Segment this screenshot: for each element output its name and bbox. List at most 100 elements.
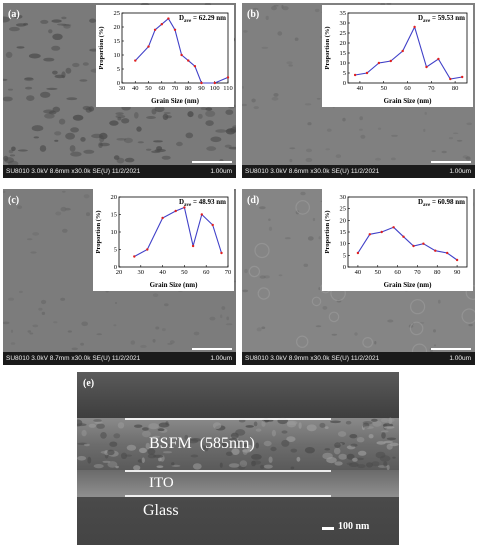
x-tick-label: 60 [404,85,411,92]
data-point [377,61,381,65]
layer-label-glass: Glass [143,502,179,519]
y-tick-label: 30 [340,20,347,27]
data-point [173,28,177,31]
data-point [461,75,464,79]
data-point [380,230,383,234]
y-tick-label: 10 [114,52,121,59]
data-point [413,25,416,29]
scale-bar [431,161,471,163]
y-axis-label: Proportion (%) [95,210,102,253]
x-tick-label: 40 [355,269,362,276]
x-axis-label: Grain Size (nm) [150,281,198,289]
y-tick-label: 25 [114,10,121,17]
y-tick-label: 15 [340,229,347,236]
data-point [434,249,437,252]
x-tick-label: 100 [210,85,220,92]
data-point [174,209,177,213]
data-point [220,251,223,255]
y-tick-label: 0 [117,80,120,87]
x-tick-label: 70 [428,85,435,92]
x-tick-label: 60 [159,85,166,92]
x-tick-label: 40 [357,85,364,92]
panel-label: (e) [83,378,95,389]
data-point [193,65,197,68]
y-tick-label: 5 [117,66,120,73]
chart-inset-c: 20 30 40 50 60 70 0 5 10 15 20 Grain Size (nm) Propo… [93,189,234,291]
dave-annotation: Dave = 62.29 nm [179,14,226,24]
sem-footer: SU8010 3.0kV 8.6mm x30.0k SE(U) 11/2/202… [242,161,475,178]
panel-label: (c) [8,195,20,206]
data-point [226,76,230,79]
x-axis-label: Grain Size (nm) [384,97,432,105]
data-point [365,71,369,75]
sem-panel-c: (c) 20 30 40 50 60 70 0 5 10 15 20 Grain Size (nm) P… [3,189,236,365]
x-tick-label: 90 [198,85,205,92]
chart-inset-a: 30 40 50 60 70 80 90 100 110 0 5 10 15 20 25 Grain Size… [96,5,234,107]
data-point [153,28,157,31]
scalebar-label: 100 nm [338,521,370,532]
y-tick-label: 15 [111,212,118,219]
y-tick-label: 20 [111,194,118,201]
y-tick-label: 20 [114,24,121,31]
y-axis-label: Proportion (%) [324,26,331,69]
x-tick-label: 80 [434,269,441,276]
y-tick-label: 15 [340,50,347,57]
chart-b: 40 50 60 70 80 0 5 10 15 20 25 30 35 Grain Size (nm) P… [324,10,468,105]
data-point [392,226,395,229]
chart-a: 30 40 50 60 70 80 90 100 110 0 5 10 15 20 25 Grain Size… [98,10,233,105]
scale-text: 1.00um [431,348,471,365]
data-point [167,17,170,20]
y-tick-label: 10 [111,229,118,236]
data-point [368,233,371,236]
footer-info: SU8010 3.0kV 8.7mm x30.0k SE(U) 11/2/202… [6,355,141,362]
y-tick-label: 20 [340,40,347,47]
x-tick-label: 30 [138,269,145,276]
y-tick-label: 5 [114,247,117,254]
layer-label-ito: ITO [149,475,174,491]
y-tick-label: 30 [340,194,347,201]
footer-info: SU8010 3.0kV 8.6mm x30.0k SE(U) 11/2/202… [6,168,141,175]
sem-footer: SU8010 3.0kV 8.7mm x30.0k SE(U) 11/2/202… [3,348,236,365]
x-tick-label: 60 [394,269,401,276]
data-point [455,258,459,262]
y-axis-label: Proportion (%) [98,26,105,69]
y-tick-label: 20 [340,217,347,224]
x-tick-label: 110 [223,85,233,92]
y-tick-label: 10 [340,241,347,248]
series-line [355,25,463,80]
data-point [353,73,357,77]
chart-c: 20 30 40 50 60 70 0 5 10 15 20 Grain Size (nm) Propo… [95,194,232,289]
sem-footer: SU8010 3.0kV 8.6mm x30.0k SE(U) 11/2/202… [3,161,236,178]
x-tick-label: 50 [181,269,188,276]
data-point [425,65,428,69]
plot-frame [347,196,468,268]
x-axis-label: Grain Size (nm) [384,281,432,289]
data-point [402,235,405,238]
data-point [213,81,216,85]
scale-text: 1.00um [431,161,471,178]
sem-footer: SU8010 3.0kV 8.9mm x30.0k SE(U) 11/2/202… [242,348,475,365]
x-tick-label: 50 [380,85,387,92]
x-tick-label: 80 [185,85,192,92]
x-tick-label: 60 [203,269,210,276]
x-tick-label: 20 [116,269,123,276]
panel-label: (b) [247,9,260,20]
x-tick-label: 70 [172,85,179,92]
x-axis-label: Grain Size (nm) [151,97,199,105]
cross-section-panel: (e) BSFM (585nm) ITO Glass 100 nm [77,372,399,545]
chart-inset-b: 40 50 60 70 80 0 5 10 15 20 25 30 35 Grain Size (nm) P… [322,5,473,107]
y-axis-label: Proportion (%) [324,210,331,253]
x-tick-label: 50 [375,269,382,276]
cross-section-image [77,372,399,545]
dave-annotation: Dave = 48.93 nm [179,198,226,208]
sem-panel-b: (b) 40 50 60 70 80 0 5 10 15 20 25 30 35 Grain Size (… [242,3,475,178]
y-tick-label: 5 [343,70,346,77]
y-tick-label: 0 [114,264,117,271]
film-grain-texture [77,417,399,471]
x-tick-label: 70 [225,269,232,276]
data-point [147,45,150,48]
layer-label-film: BSFM (585nm) [149,435,255,452]
data-point [161,216,164,220]
data-point [200,213,203,216]
sem-panel-a: (a) 30 40 50 60 70 80 90 100 110 0 5 10 15 20 25 Grain … [3,3,236,178]
